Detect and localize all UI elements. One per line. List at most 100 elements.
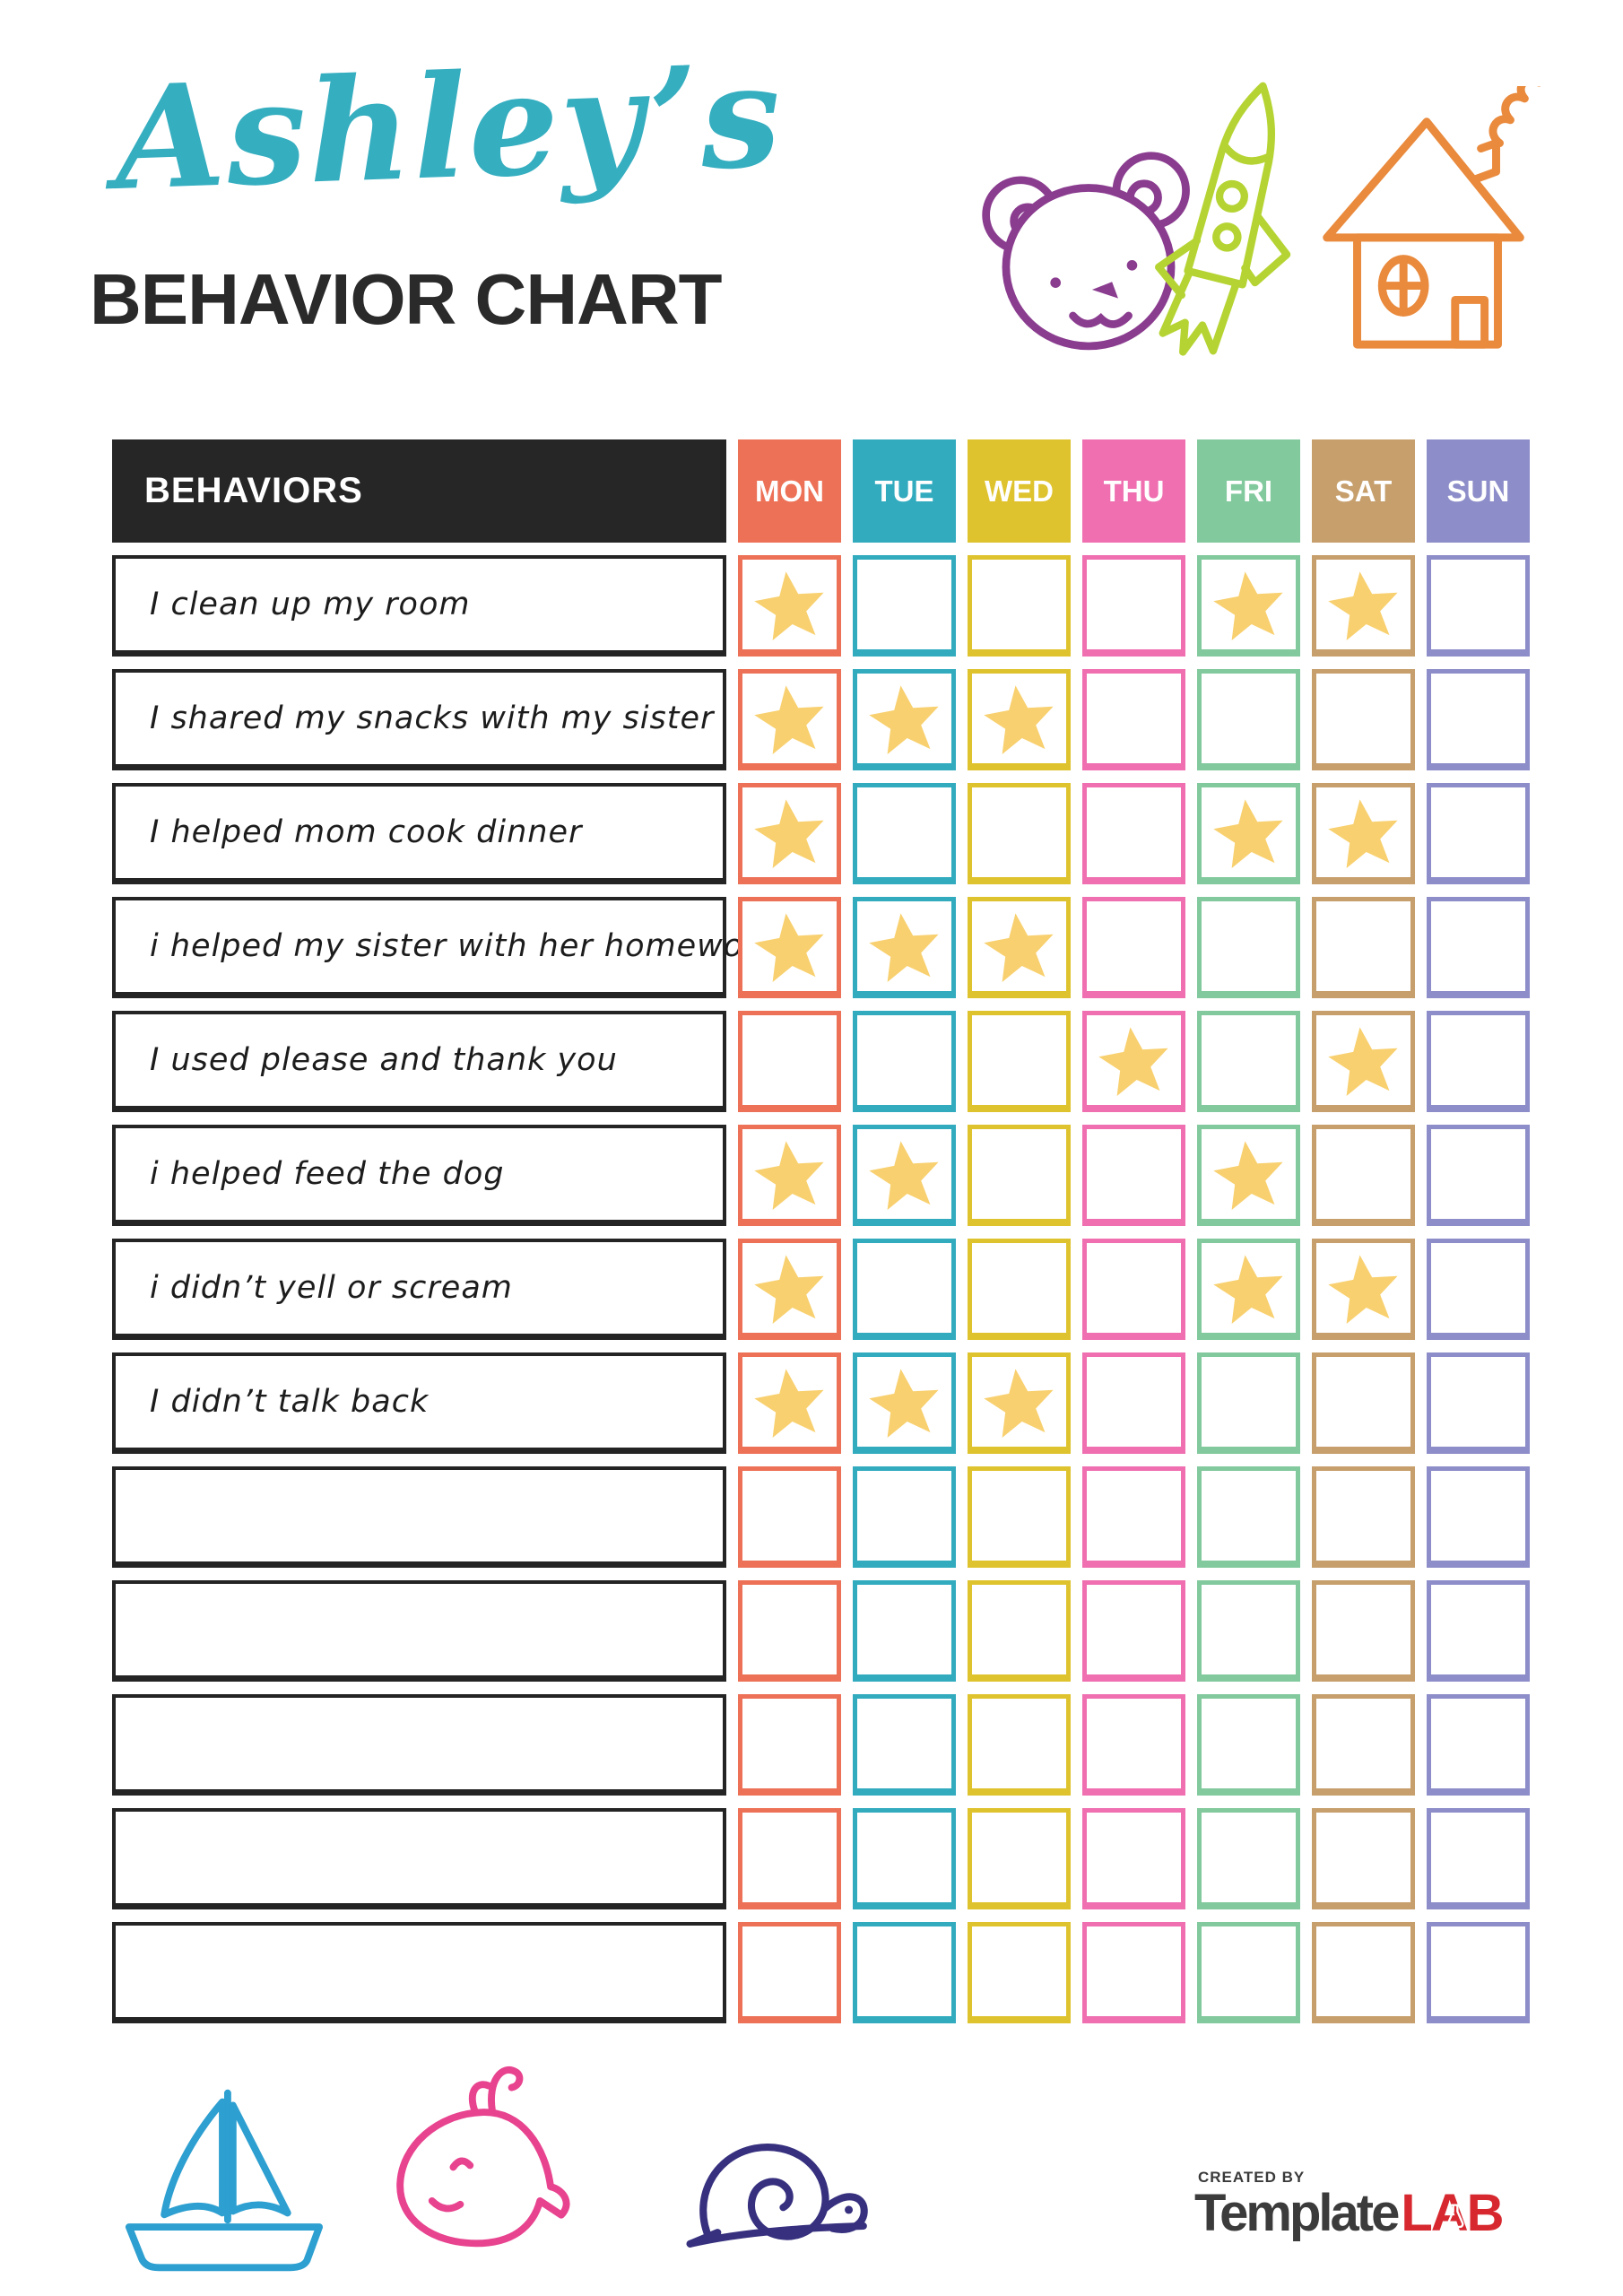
star-cell[interactable] bbox=[1082, 783, 1185, 884]
star-cell[interactable] bbox=[1082, 1580, 1185, 1682]
star-cell[interactable] bbox=[1312, 1239, 1415, 1340]
star-cell[interactable] bbox=[1427, 1352, 1530, 1454]
star-cell[interactable] bbox=[1082, 897, 1185, 998]
star-cell[interactable] bbox=[1427, 669, 1530, 770]
star-cell[interactable] bbox=[1312, 1352, 1415, 1454]
star-cell[interactable] bbox=[1082, 1808, 1185, 1909]
star-cell[interactable] bbox=[738, 1922, 841, 2023]
behavior-cell[interactable]: I used please and thank you bbox=[112, 1011, 726, 1112]
star-cell[interactable] bbox=[968, 1466, 1071, 1568]
star-cell[interactable] bbox=[1197, 1808, 1300, 1909]
star-cell[interactable] bbox=[738, 1239, 841, 1340]
star-cell[interactable] bbox=[1082, 669, 1185, 770]
star-cell[interactable] bbox=[853, 1694, 956, 1796]
star-cell[interactable] bbox=[1197, 783, 1300, 884]
behavior-cell[interactable]: i helped feed the dog bbox=[112, 1125, 726, 1226]
behavior-cell[interactable]: I helped mom cook dinner bbox=[112, 783, 726, 884]
star-cell[interactable] bbox=[1197, 1125, 1300, 1226]
behavior-cell[interactable] bbox=[112, 1808, 726, 1909]
star-cell[interactable] bbox=[853, 1239, 956, 1340]
star-cell[interactable] bbox=[853, 783, 956, 884]
star-cell[interactable] bbox=[1082, 1352, 1185, 1454]
star-cell[interactable] bbox=[1312, 897, 1415, 998]
star-cell[interactable] bbox=[738, 1352, 841, 1454]
star-cell[interactable] bbox=[1082, 1466, 1185, 1568]
star-cell[interactable] bbox=[738, 1580, 841, 1682]
star-cell[interactable] bbox=[738, 1694, 841, 1796]
behavior-cell[interactable]: I clean up my room bbox=[112, 555, 726, 657]
star-cell[interactable] bbox=[853, 1011, 956, 1112]
star-cell[interactable] bbox=[1197, 1580, 1300, 1682]
star-cell[interactable] bbox=[1197, 1466, 1300, 1568]
star-cell[interactable] bbox=[1427, 897, 1530, 998]
star-cell[interactable] bbox=[1312, 1011, 1415, 1112]
star-cell[interactable] bbox=[1082, 555, 1185, 657]
star-cell[interactable] bbox=[1312, 1466, 1415, 1568]
star-cell[interactable] bbox=[1427, 783, 1530, 884]
star-cell[interactable] bbox=[738, 783, 841, 884]
star-cell[interactable] bbox=[1312, 669, 1415, 770]
star-cell[interactable] bbox=[1197, 1694, 1300, 1796]
star-cell[interactable] bbox=[1427, 1466, 1530, 1568]
star-cell[interactable] bbox=[1197, 1011, 1300, 1112]
star-cell[interactable] bbox=[1312, 555, 1415, 657]
star-cell[interactable] bbox=[1427, 1694, 1530, 1796]
star-cell[interactable] bbox=[1197, 555, 1300, 657]
star-cell[interactable] bbox=[738, 669, 841, 770]
star-cell[interactable] bbox=[853, 555, 956, 657]
star-cell[interactable] bbox=[853, 1922, 956, 2023]
star-cell[interactable] bbox=[738, 555, 841, 657]
star-cell[interactable] bbox=[1312, 1694, 1415, 1796]
star-cell[interactable] bbox=[853, 1352, 956, 1454]
behavior-cell[interactable] bbox=[112, 1694, 726, 1796]
star-cell[interactable] bbox=[738, 1125, 841, 1226]
behavior-cell[interactable]: I didn’t talk back bbox=[112, 1352, 726, 1454]
star-cell[interactable] bbox=[1427, 1808, 1530, 1909]
star-cell[interactable] bbox=[853, 897, 956, 998]
behavior-cell[interactable]: I shared my snacks with my sister bbox=[112, 669, 726, 770]
star-cell[interactable] bbox=[968, 555, 1071, 657]
star-cell[interactable] bbox=[968, 897, 1071, 998]
star-cell[interactable] bbox=[968, 1808, 1071, 1909]
star-cell[interactable] bbox=[968, 1011, 1071, 1112]
behavior-cell[interactable]: i didn’t yell or scream bbox=[112, 1239, 726, 1340]
star-cell[interactable] bbox=[738, 1808, 841, 1909]
star-cell[interactable] bbox=[968, 1352, 1071, 1454]
star-cell[interactable] bbox=[968, 1580, 1071, 1682]
star-cell[interactable] bbox=[1082, 1694, 1185, 1796]
star-cell[interactable] bbox=[1427, 555, 1530, 657]
star-cell[interactable] bbox=[1427, 1580, 1530, 1682]
star-cell[interactable] bbox=[1427, 1922, 1530, 2023]
star-cell[interactable] bbox=[853, 1808, 956, 1909]
star-cell[interactable] bbox=[1312, 783, 1415, 884]
star-cell[interactable] bbox=[1082, 1125, 1185, 1226]
star-cell[interactable] bbox=[1082, 1239, 1185, 1340]
behavior-cell[interactable] bbox=[112, 1922, 726, 2023]
star-cell[interactable] bbox=[968, 1922, 1071, 2023]
star-cell[interactable] bbox=[738, 1466, 841, 1568]
star-cell[interactable] bbox=[968, 669, 1071, 770]
star-cell[interactable] bbox=[853, 669, 956, 770]
star-cell[interactable] bbox=[1312, 1922, 1415, 2023]
star-cell[interactable] bbox=[738, 897, 841, 998]
behavior-cell[interactable] bbox=[112, 1580, 726, 1682]
star-cell[interactable] bbox=[968, 1239, 1071, 1340]
star-cell[interactable] bbox=[1197, 669, 1300, 770]
behavior-cell[interactable] bbox=[112, 1466, 726, 1568]
star-cell[interactable] bbox=[853, 1466, 956, 1568]
star-cell[interactable] bbox=[1427, 1011, 1530, 1112]
star-cell[interactable] bbox=[1427, 1239, 1530, 1340]
star-cell[interactable] bbox=[1312, 1580, 1415, 1682]
star-cell[interactable] bbox=[968, 783, 1071, 884]
star-cell[interactable] bbox=[968, 1694, 1071, 1796]
star-cell[interactable] bbox=[1197, 897, 1300, 998]
star-cell[interactable] bbox=[1312, 1808, 1415, 1909]
star-cell[interactable] bbox=[1312, 1125, 1415, 1226]
star-cell[interactable] bbox=[1197, 1352, 1300, 1454]
star-cell[interactable] bbox=[853, 1580, 956, 1682]
star-cell[interactable] bbox=[1197, 1922, 1300, 2023]
star-cell[interactable] bbox=[1082, 1922, 1185, 2023]
star-cell[interactable] bbox=[853, 1125, 956, 1226]
star-cell[interactable] bbox=[968, 1125, 1071, 1226]
behavior-cell[interactable]: i helped my sister with her homework bbox=[112, 897, 776, 998]
